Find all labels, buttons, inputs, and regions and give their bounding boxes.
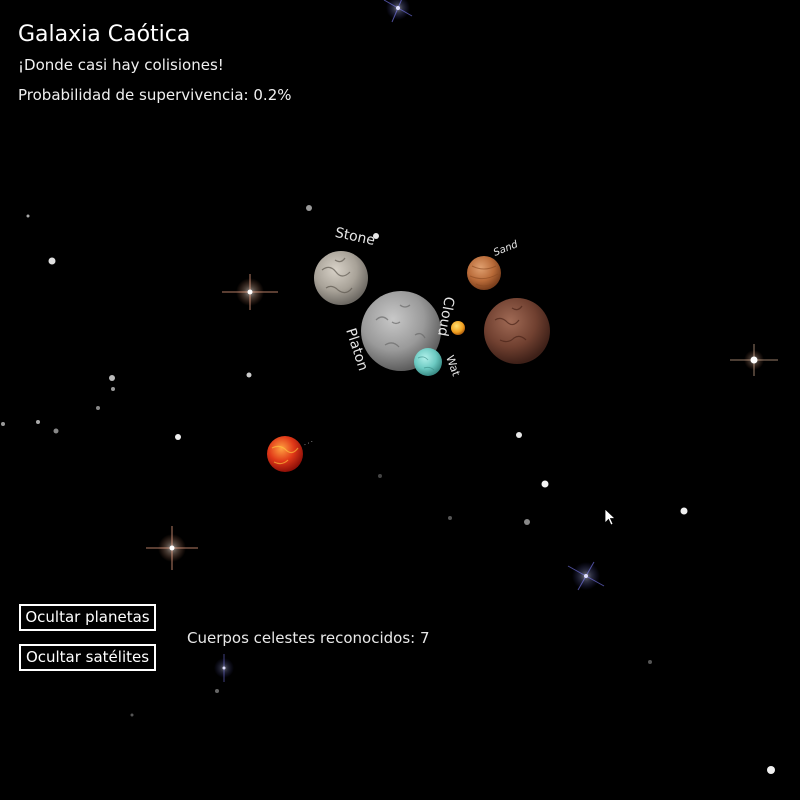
star [53, 428, 59, 434]
star [648, 660, 652, 664]
starfield [1, 205, 775, 774]
celestial-bodies: Stone Platon Cloud Sand Wat [267, 225, 550, 472]
star [130, 713, 134, 717]
hide-planets-button[interactable]: Ocultar planetas [19, 604, 156, 631]
star [109, 375, 115, 381]
star [36, 420, 40, 424]
star-sun[interactable] [451, 321, 465, 335]
star [175, 434, 181, 440]
game-subtitle: ¡Donde casi hay colisiones! [18, 56, 224, 74]
star [111, 387, 115, 391]
star [246, 372, 252, 378]
star [48, 257, 56, 265]
star [680, 507, 688, 515]
star [1, 422, 5, 426]
sparkle-star [214, 654, 234, 682]
sparkle-stars [146, 0, 778, 682]
planet-label-sand: Sand [492, 239, 520, 259]
sparkle-star [383, 0, 413, 23]
star [96, 406, 100, 410]
cursor-icon [604, 508, 617, 526]
planet-lava[interactable] [267, 436, 303, 472]
satellite-wat[interactable] [414, 348, 442, 376]
star [378, 474, 382, 478]
game-title: Galaxia Caótica [18, 22, 191, 47]
planet-stone[interactable] [314, 251, 368, 305]
planet-label-stone: Stone [334, 225, 377, 249]
sparkle-star [146, 526, 198, 570]
star [215, 689, 219, 693]
star [516, 432, 522, 438]
survival-probability: Probabilidad de supervivencia: 0.2% [18, 86, 292, 104]
sparkle-star [222, 274, 278, 310]
sparkle-star [567, 561, 605, 591]
recognized-bodies-count: Cuerpos celestes reconocidos: 7 [187, 629, 430, 647]
star [541, 480, 549, 488]
sparkle-star [730, 344, 778, 376]
star [524, 519, 530, 525]
star [448, 516, 452, 520]
planet-label-wat: Wat [443, 354, 463, 379]
star [767, 766, 775, 774]
planet-label-lava: · · · [303, 438, 315, 448]
planet-sand[interactable] [467, 256, 501, 290]
star [26, 214, 30, 218]
planet-mud[interactable] [484, 298, 550, 364]
star [373, 233, 379, 239]
hide-satellites-button[interactable]: Ocultar satélites [19, 644, 156, 671]
star [306, 205, 312, 211]
